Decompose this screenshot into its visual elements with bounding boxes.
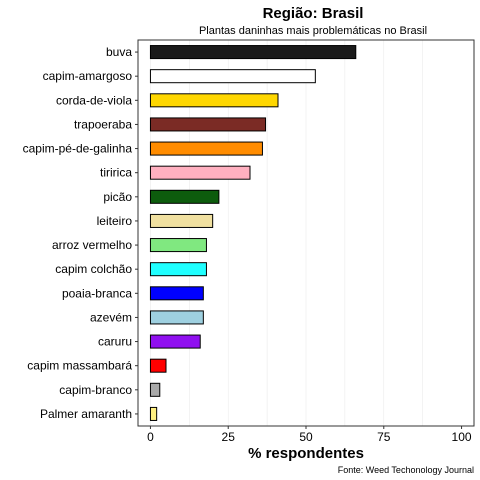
category-label: trapoeraba — [74, 117, 132, 131]
category-label: caruru — [98, 335, 132, 349]
bar — [149, 45, 357, 60]
bar — [149, 69, 316, 84]
bar — [149, 334, 201, 349]
x-tick-label: 100 — [452, 430, 472, 444]
category-label: capim-branco — [59, 383, 132, 397]
x-axis-ticks: 0 25 50 75 100 — [147, 426, 472, 444]
category-label: capim-amargoso — [43, 69, 133, 83]
category-label: picão — [103, 190, 132, 204]
category-label: capim colchão — [55, 262, 132, 276]
bar — [149, 382, 161, 397]
caption: Fonte: Weed Techonology Journal — [338, 465, 474, 475]
bar — [149, 310, 204, 325]
bar — [149, 238, 207, 253]
bar — [149, 286, 204, 301]
bar — [149, 189, 220, 204]
x-tick-label: 0 — [147, 430, 154, 444]
bar — [149, 141, 263, 156]
category-label: leiteiro — [97, 214, 133, 228]
category-label: buva — [106, 45, 132, 59]
x-tick-label: 50 — [299, 430, 313, 444]
category-label: corda-de-viola — [56, 93, 132, 107]
bar — [149, 406, 158, 421]
bar — [149, 117, 267, 132]
bar — [149, 93, 279, 108]
category-label: arroz vermelho — [52, 238, 132, 252]
category-label: capim massambará — [27, 359, 132, 373]
x-tick-label: 25 — [222, 430, 236, 444]
category-label: tiririca — [100, 166, 132, 180]
category-label: poaia-branca — [62, 286, 132, 300]
chart-title: Região: Brasil — [263, 5, 364, 22]
bars-group — [149, 45, 357, 421]
chart-subtitle: Plantas daninhas mais problemáticas no B… — [199, 25, 427, 37]
category-label: Palmer amaranth — [40, 407, 132, 421]
bar — [149, 358, 167, 373]
bar — [149, 213, 214, 228]
bar — [149, 165, 251, 180]
category-labels: buva capim-amargoso corda-de-viola trapoera… — [23, 45, 138, 421]
bar — [149, 262, 207, 277]
x-axis-label: % respondentes — [248, 445, 364, 462]
x-tick-label: 75 — [377, 430, 391, 444]
category-label: azevém — [90, 310, 132, 324]
category-label: capim-pé-de-galinha — [23, 142, 133, 156]
